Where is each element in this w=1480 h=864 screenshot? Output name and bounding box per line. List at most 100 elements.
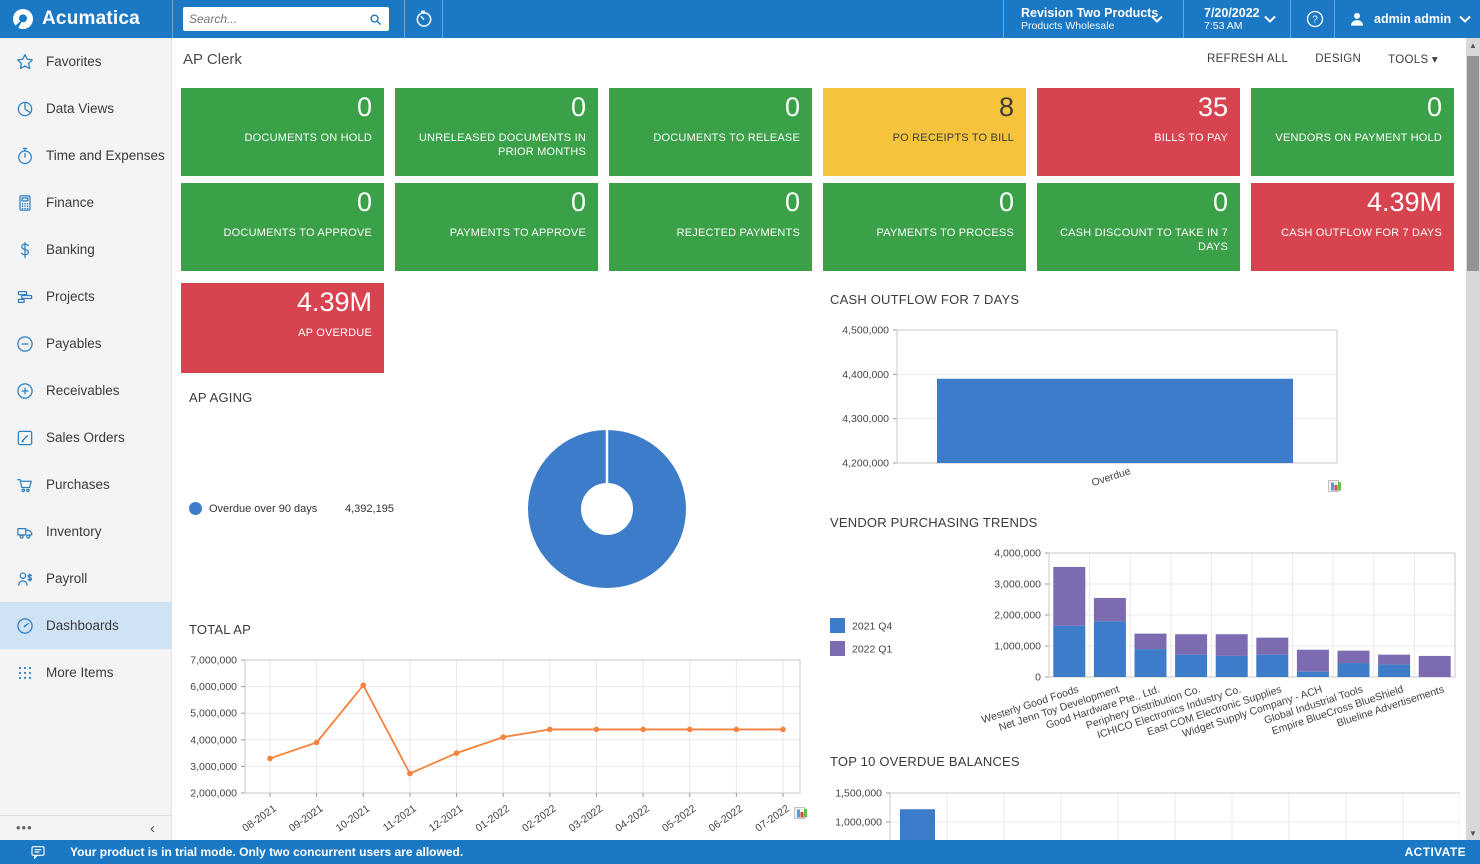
svg-text:09-2021: 09-2021 bbox=[287, 803, 326, 835]
activate-button[interactable]: ACTIVATE bbox=[1404, 845, 1466, 859]
chevron-down-icon[interactable] bbox=[1150, 14, 1164, 24]
search-input[interactable] bbox=[183, 12, 368, 26]
kpi-tile-documents-to-release[interactable]: 0 DOCUMENTS TO RELEASE bbox=[609, 88, 812, 176]
kpi-tile-cash-discount-to-take-in-7-days[interactable]: 0 CASH DISCOUNT TO TAKE IN 7 DAYS bbox=[1037, 183, 1240, 271]
global-search[interactable] bbox=[183, 7, 389, 31]
ap-aging-donut-chart bbox=[512, 414, 702, 604]
sidebar-item-label: Projects bbox=[46, 289, 95, 304]
legend-label: Overdue over 90 days bbox=[209, 502, 318, 515]
collapse-sidebar-icon[interactable]: ‹ bbox=[150, 819, 155, 837]
sidebar-item-payroll[interactable]: Payroll bbox=[0, 555, 171, 602]
sidebar-item-banking[interactable]: Banking bbox=[0, 226, 171, 273]
scroll-down-icon[interactable]: ▼ bbox=[1469, 828, 1477, 838]
scroll-up-icon[interactable]: ▲ bbox=[1469, 40, 1477, 50]
sidebar-item-purchases[interactable]: Purchases bbox=[0, 461, 171, 508]
tile-label: AP OVERDUE bbox=[298, 327, 372, 339]
svg-text:5,000,000: 5,000,000 bbox=[190, 708, 237, 720]
tile-value: 0 bbox=[784, 187, 800, 217]
svg-text:7,000,000: 7,000,000 bbox=[190, 655, 237, 667]
legend-swatch bbox=[189, 502, 202, 515]
business-date-selector[interactable]: 7/20/2022 7:53 AM bbox=[1204, 0, 1284, 38]
pie-icon bbox=[15, 99, 35, 119]
company-branch-selector[interactable]: Revision Two Products Products Wholesale bbox=[1012, 0, 1172, 38]
svg-text:07-2022: 07-2022 bbox=[753, 803, 792, 835]
more-options-icon[interactable]: ••• bbox=[16, 820, 33, 835]
mini-chart-icon[interactable] bbox=[794, 806, 808, 820]
svg-text:4,400,000: 4,400,000 bbox=[842, 369, 889, 381]
business-date-button[interactable] bbox=[405, 0, 443, 38]
design-button[interactable]: DESIGN bbox=[1315, 53, 1362, 65]
sidebar-item-label: Banking bbox=[46, 242, 95, 257]
kpi-tile-documents-to-approve[interactable]: 0 DOCUMENTS TO APPROVE bbox=[181, 183, 384, 271]
sidebar-item-favorites[interactable]: Favorites bbox=[0, 38, 171, 85]
cash-outflow-bar-chart: 4,200,000 4,300,000 4,400,000 4,500,000 Over… bbox=[830, 318, 1452, 533]
tile-label: UNRELEASED DOCUMENTS IN PRIOR MONTHS bbox=[418, 132, 586, 158]
kpi-tile-payments-to-process[interactable]: 0 PAYMENTS TO PROCESS bbox=[823, 183, 1026, 271]
tile-value: 4.39M bbox=[1366, 187, 1442, 217]
kpi-tile-cash-outflow-for-7-days[interactable]: 4.39M CASH OUTFLOW FOR 7 DAYS bbox=[1251, 183, 1454, 271]
sidebar-item-more-items[interactable]: More Items bbox=[0, 649, 171, 696]
refresh-all-button[interactable]: REFRESH ALL bbox=[1206, 53, 1289, 65]
mini-chart-icon[interactable] bbox=[1328, 479, 1342, 493]
acumatica-logo[interactable]: Acumatica bbox=[0, 0, 172, 38]
trial-status-bar: Your product is in trial mode. Only two … bbox=[0, 840, 1480, 864]
gauge-icon bbox=[15, 616, 35, 636]
kpi-tile-rejected-payments[interactable]: 0 REJECTED PAYMENTS bbox=[609, 183, 812, 271]
kpi-tile-ap-overdue[interactable]: 4.39M AP OVERDUE bbox=[181, 283, 384, 373]
top-bar: Acumatica Revision Two Products Products… bbox=[0, 0, 1480, 38]
tile-label: VENDORS ON PAYMENT HOLD bbox=[1275, 132, 1442, 144]
dashboard-actions: REFRESH ALL DESIGN TOOLS ▾ bbox=[1207, 52, 1438, 66]
cart-icon bbox=[15, 475, 35, 495]
plus-circle-icon bbox=[15, 381, 35, 401]
user-menu[interactable]: admin admin bbox=[1343, 0, 1473, 38]
help-button[interactable]: ? bbox=[1296, 0, 1334, 38]
svg-text:03-2022: 03-2022 bbox=[567, 803, 606, 835]
sidebar-item-projects[interactable]: Projects bbox=[0, 273, 171, 320]
search-icon[interactable] bbox=[368, 12, 383, 27]
tile-label: DOCUMENTS TO RELEASE bbox=[653, 132, 800, 144]
business-time: 7:53 AM bbox=[1204, 20, 1243, 32]
sidebar-item-label: Dashboards bbox=[46, 618, 119, 633]
tile-value: 0 bbox=[998, 187, 1014, 217]
tools-button[interactable]: TOOLS ▾ bbox=[1388, 54, 1438, 66]
kpi-tile-po-receipts-to-bill[interactable]: 8 PO RECEIPTS TO BILL bbox=[823, 88, 1026, 176]
branch-name: Products Wholesale bbox=[1021, 20, 1115, 32]
kpi-tile-vendors-on-payment-hold[interactable]: 0 VENDORS ON PAYMENT HOLD bbox=[1251, 88, 1454, 176]
svg-text:12-2021: 12-2021 bbox=[427, 803, 466, 835]
vertical-scrollbar[interactable]: ▲ ▼ bbox=[1466, 38, 1480, 840]
sidebar-item-dashboards[interactable]: Dashboards bbox=[0, 602, 171, 649]
svg-text:04-2022: 04-2022 bbox=[613, 803, 652, 835]
kpi-tile-documents-on-hold[interactable]: 0 DOCUMENTS ON HOLD bbox=[181, 88, 384, 176]
ap-aging-title: AP AGING bbox=[189, 390, 253, 405]
scrollbar-thumb[interactable] bbox=[1467, 56, 1479, 271]
sidebar-item-label: Receivables bbox=[46, 383, 120, 398]
chevron-down-icon[interactable] bbox=[1263, 14, 1277, 24]
sidebar-item-time-and-expenses[interactable]: Time and Expenses bbox=[0, 132, 171, 179]
business-date-icon bbox=[416, 10, 432, 27]
tile-label: PAYMENTS TO PROCESS bbox=[876, 227, 1014, 239]
kpi-tile-unreleased-documents-in-prior-months[interactable]: 0 UNRELEASED DOCUMENTS IN PRIOR MONTHS bbox=[395, 88, 598, 176]
svg-text:4,300,000: 4,300,000 bbox=[842, 413, 889, 425]
svg-text:2,000,000: 2,000,000 bbox=[190, 788, 237, 800]
sidebar-item-sales-orders[interactable]: Sales Orders bbox=[0, 414, 171, 461]
sidebar-item-inventory[interactable]: Inventory bbox=[0, 508, 171, 555]
svg-text:?: ? bbox=[1312, 15, 1318, 26]
vendor-trends-stacked-chart: 0 1,000,000 2,000,000 3,000,000 4,000,000 Wes… bbox=[830, 538, 1460, 780]
chevron-down-icon[interactable] bbox=[1458, 14, 1472, 24]
svg-text:05-2022: 05-2022 bbox=[660, 803, 699, 835]
tile-value: 0 bbox=[1426, 92, 1442, 122]
svg-text:4,000,000: 4,000,000 bbox=[190, 734, 237, 746]
tile-value: 0 bbox=[570, 187, 586, 217]
sidebar-item-finance[interactable]: Finance bbox=[0, 179, 171, 226]
truck-icon bbox=[15, 522, 35, 542]
sidebar-item-data-views[interactable]: Data Views bbox=[0, 85, 171, 132]
kpi-tile-bills-to-pay[interactable]: 35 BILLS TO PAY bbox=[1037, 88, 1240, 176]
tile-label: PO RECEIPTS TO BILL bbox=[892, 132, 1014, 144]
sidebar-item-receivables[interactable]: Receivables bbox=[0, 367, 171, 414]
tile-label: CASH DISCOUNT TO TAKE IN 7 DAYS bbox=[1060, 227, 1228, 253]
business-date: 7/20/2022 bbox=[1204, 6, 1260, 20]
dollar-icon bbox=[15, 240, 35, 260]
ap-aging-legend: Overdue over 90 days 4,392,195 bbox=[189, 502, 419, 515]
sidebar-item-payables[interactable]: Payables bbox=[0, 320, 171, 367]
kpi-tile-payments-to-approve[interactable]: 0 PAYMENTS TO APPROVE bbox=[395, 183, 598, 271]
